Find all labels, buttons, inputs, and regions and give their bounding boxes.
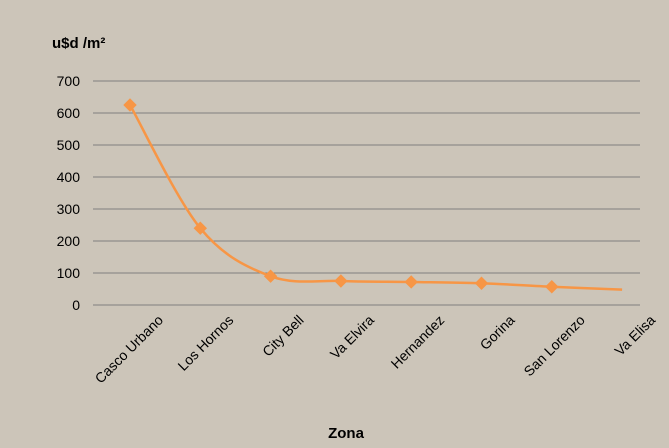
- y-tick-label-600: 600: [57, 105, 81, 121]
- data-point-3: [334, 274, 348, 288]
- y-tick-label-400: 400: [57, 169, 81, 185]
- x-axis-title: Zona: [328, 425, 364, 442]
- gridlines: [93, 80, 640, 306]
- y-tick-label-100: 100: [57, 265, 81, 281]
- data-point-1: [193, 221, 208, 235]
- y-tick-label-0: 0: [72, 297, 80, 313]
- data-point-2: [263, 269, 278, 283]
- series-layer: [123, 98, 623, 294]
- y-axis-tick-labels: 0 100 200 300 400 500 600 700: [57, 73, 81, 313]
- y-tick-label-300: 300: [57, 201, 81, 217]
- data-point-4: [404, 275, 418, 289]
- data-point-6: [545, 280, 559, 294]
- y-tick-label-200: 200: [57, 233, 81, 249]
- data-point-0: [123, 98, 137, 112]
- y-tick-label-700: 700: [57, 73, 81, 89]
- y-axis-title: u$d /m²: [52, 35, 105, 52]
- y-tick-label-500: 500: [57, 137, 81, 153]
- data-point-5: [474, 276, 489, 290]
